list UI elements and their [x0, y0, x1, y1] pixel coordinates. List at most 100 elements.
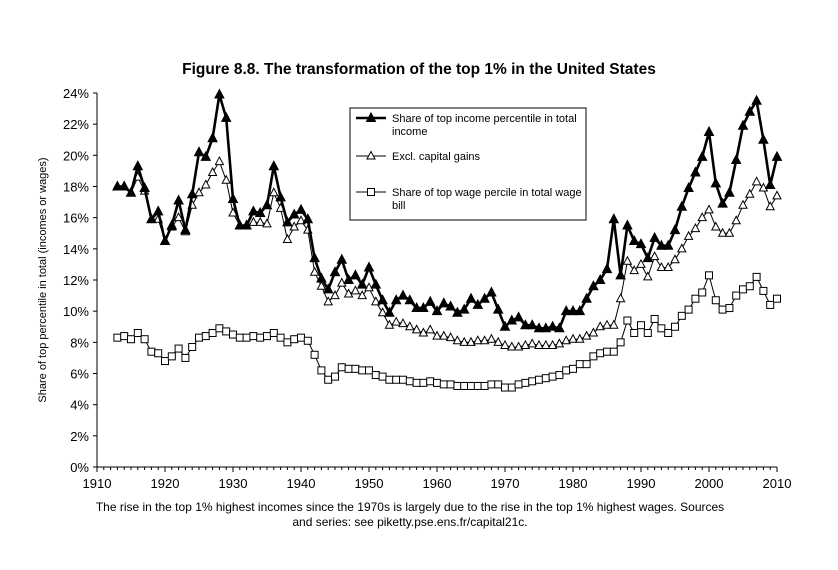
data-point [214, 88, 225, 99]
data-point [262, 218, 272, 228]
x-tick-label: 1930 [219, 476, 248, 491]
data-point [676, 243, 687, 253]
data-point [628, 234, 640, 246]
data-point [472, 298, 484, 309]
data-point [255, 216, 266, 226]
axes: 0% 2% 4% 6% 8% 10% 12% 14% 16% 18% 20% 22% 24% 1910 19… [37, 86, 791, 491]
chart-title: Figure 8.8. The transformation of the to… [182, 61, 656, 78]
data-point [404, 294, 416, 305]
data-point [377, 294, 388, 305]
data-point [479, 335, 490, 345]
x-tick-label: 1970 [491, 476, 520, 491]
data-point [445, 332, 456, 342]
data-point [759, 286, 768, 295]
data-point [506, 341, 517, 351]
y-tick-label: 16% [63, 211, 89, 226]
data-point [404, 321, 415, 331]
data-point [412, 378, 421, 387]
data-point [418, 301, 429, 313]
data-point [764, 178, 776, 189]
data-point [574, 305, 586, 316]
data-point [317, 366, 326, 375]
data-point [691, 294, 700, 303]
x-tick-label: 2000 [695, 476, 724, 491]
data-point [602, 319, 612, 329]
y-tick-label: 14% [63, 242, 89, 257]
data-point [282, 216, 293, 227]
data-point [186, 188, 198, 199]
data-point [501, 383, 509, 392]
data-point [310, 350, 319, 359]
data-point [391, 316, 402, 326]
data-point [581, 330, 592, 340]
data-point [263, 332, 271, 341]
data-point [241, 219, 252, 230]
data-point [302, 213, 314, 224]
data-point [649, 251, 660, 261]
data-point [154, 349, 163, 358]
data-point [411, 324, 422, 334]
y-tick-label: 12% [63, 273, 89, 288]
data-point [411, 301, 422, 313]
data-point [438, 297, 450, 308]
data-point [608, 319, 619, 329]
x-tick-label: 1940 [287, 476, 316, 491]
data-point [365, 111, 377, 122]
data-point [276, 333, 285, 342]
x-tick-label: 2010 [763, 476, 792, 491]
data-point [567, 305, 579, 316]
data-point [200, 150, 212, 161]
data-point [594, 273, 606, 284]
data-point [696, 150, 708, 161]
data-point [752, 272, 761, 281]
data-point [357, 290, 368, 300]
data-point [480, 381, 489, 390]
data-point [732, 291, 741, 300]
data-point [623, 316, 632, 325]
data-point [568, 333, 578, 343]
data-point [445, 300, 456, 311]
data-point [649, 231, 660, 242]
series [113, 271, 781, 392]
data-point [671, 322, 679, 331]
data-point [337, 363, 346, 372]
data-point [459, 336, 470, 346]
data-point [703, 125, 715, 136]
data-point [771, 150, 783, 161]
data-point [384, 319, 395, 329]
data-point [424, 295, 436, 306]
data-point [738, 199, 748, 209]
data-point [766, 300, 775, 309]
data-point [717, 227, 728, 237]
data-point [181, 353, 190, 362]
data-point [330, 290, 340, 300]
data-point [739, 285, 747, 294]
data-point [283, 338, 292, 347]
data-point [254, 206, 266, 217]
data-point [540, 339, 551, 349]
data-point [147, 347, 156, 356]
data-point [527, 338, 538, 348]
data-point [268, 160, 280, 171]
data-point [350, 285, 361, 295]
data-point [772, 190, 782, 200]
data-point [378, 372, 387, 381]
data-point [438, 330, 449, 340]
data-point [677, 311, 686, 320]
data-point [705, 271, 713, 280]
data-point [201, 332, 210, 341]
data-point [180, 224, 191, 235]
data-point [309, 252, 320, 263]
data-point [316, 272, 327, 283]
data-point [609, 347, 618, 356]
data-point [418, 327, 429, 337]
data-point [432, 330, 442, 340]
data-point [125, 186, 137, 197]
data-point [554, 338, 565, 348]
data-point [282, 233, 293, 243]
data-point [547, 339, 558, 349]
data-point [533, 322, 545, 333]
data-point [486, 333, 497, 343]
data-point [465, 292, 477, 303]
